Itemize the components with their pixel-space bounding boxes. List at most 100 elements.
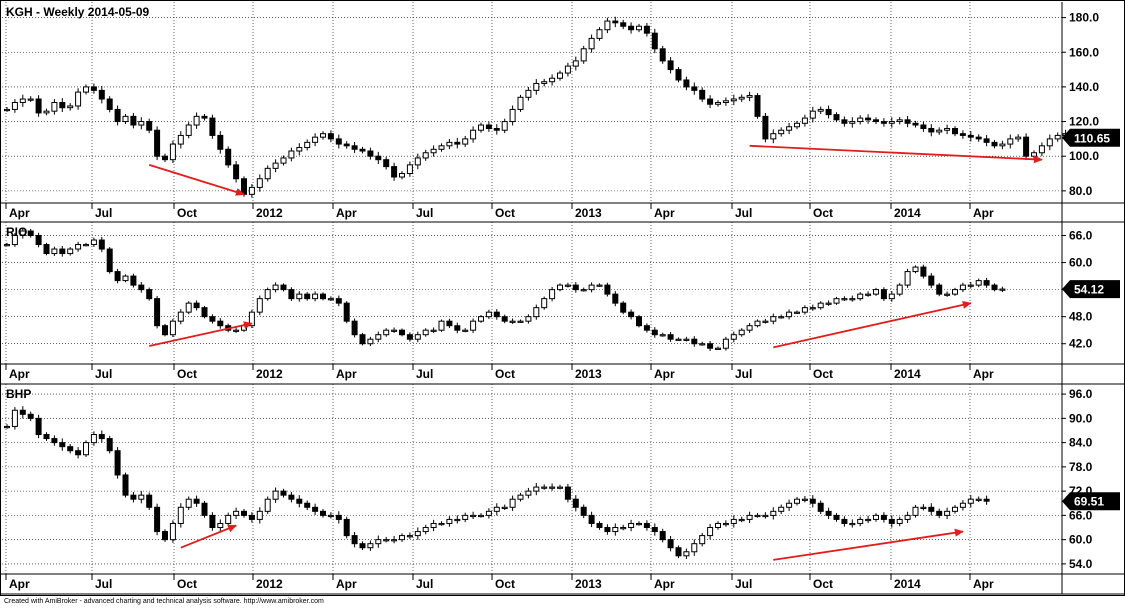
candle-body-down: [351, 535, 358, 545]
x-tick-label: Oct: [495, 206, 515, 220]
candle: [896, 516, 903, 527]
candle-body-down: [225, 148, 232, 166]
candle-body-up: [509, 498, 516, 508]
y-tick-label: 60.0: [1069, 256, 1093, 270]
y-tick-label: 100.0: [1069, 149, 1099, 163]
candle-body-down: [675, 547, 682, 557]
candle-body-down: [762, 115, 769, 140]
candle-body-up: [849, 298, 856, 301]
candle-body-down: [201, 307, 208, 318]
candle: [162, 529, 168, 542]
candle-body-up: [225, 514, 232, 524]
candle-body-up: [169, 522, 176, 541]
candle: [865, 515, 872, 524]
candle-body-down: [138, 284, 145, 291]
candle: [4, 242, 10, 247]
candle: [75, 241, 82, 252]
candle: [351, 531, 358, 548]
candle: [485, 121, 492, 132]
candle: [620, 19, 627, 30]
candle: [738, 94, 745, 102]
candle: [304, 500, 311, 511]
candle-body-down: [936, 284, 943, 295]
candle-body-up: [4, 244, 10, 247]
candle-body-up: [770, 510, 777, 516]
x-tick-label: 2014: [894, 577, 921, 591]
candle-body-up: [177, 134, 184, 145]
candle-body-up: [738, 96, 745, 100]
candle-body-up: [430, 148, 437, 154]
candle: [375, 151, 382, 165]
candle: [794, 310, 800, 314]
candle: [59, 245, 66, 257]
candle: [904, 115, 911, 128]
last-price-tag: [1062, 492, 1120, 511]
candle-body-down: [154, 129, 161, 157]
candle-body-up: [399, 173, 405, 178]
candle-body-down: [320, 510, 326, 516]
candle-body-down: [351, 145, 358, 150]
candle-body-up: [557, 284, 563, 291]
candle: [865, 291, 872, 297]
candle-body-up: [517, 494, 524, 500]
candle-body-up: [375, 334, 382, 340]
candle-body-down: [335, 138, 342, 145]
candle: [857, 115, 864, 125]
candle-body-down: [343, 518, 350, 537]
x-tick-label: Oct: [177, 367, 197, 381]
candle: [786, 309, 793, 320]
candle: [794, 496, 800, 506]
candle-body-up: [896, 284, 903, 295]
candle: [959, 282, 966, 293]
candle-body-up: [1054, 134, 1061, 140]
candle-body-down: [391, 166, 398, 178]
y-tick-label: 160.0: [1069, 45, 1099, 59]
candle: [636, 314, 642, 328]
candle: [596, 27, 603, 41]
candle-body-down: [643, 25, 650, 34]
candle: [217, 519, 224, 532]
candle-body-up: [430, 522, 437, 529]
candle: [675, 545, 682, 559]
candle: [98, 86, 105, 104]
candle-body-up: [1038, 145, 1045, 154]
candle: [209, 512, 216, 531]
candle: [454, 515, 461, 524]
candle-body-down: [501, 316, 508, 322]
candle: [754, 319, 761, 328]
candle-body-up: [470, 320, 477, 331]
candle-body-down: [880, 289, 887, 300]
candle: [304, 139, 311, 151]
candle-body-up: [233, 329, 240, 332]
candle: [454, 322, 461, 334]
candle: [177, 131, 184, 149]
candle: [470, 126, 477, 143]
candle: [1007, 134, 1014, 149]
candle-body-down: [983, 280, 990, 286]
candle-body-down: [288, 494, 295, 500]
candle-body-down: [1023, 136, 1030, 157]
candle: [912, 265, 919, 274]
candle-body-up: [90, 434, 97, 444]
candle-body-up: [596, 284, 603, 287]
candle: [833, 513, 840, 522]
candle: [256, 174, 263, 192]
candle-body-up: [722, 338, 729, 349]
candle: [193, 300, 200, 311]
candle: [770, 313, 777, 325]
candle-body-up: [730, 518, 737, 524]
y-tick-label: 80.0: [1069, 184, 1093, 198]
candle-body-up: [67, 105, 74, 109]
candle-body-up: [817, 302, 824, 309]
candle-body-up: [541, 298, 548, 309]
candle: [588, 511, 595, 528]
candle: [454, 138, 461, 149]
candle-body-up: [896, 518, 903, 524]
candle: [683, 76, 690, 91]
candle-body-down: [612, 293, 619, 304]
candle: [264, 165, 271, 182]
candle: [873, 287, 879, 296]
candle: [643, 520, 650, 531]
candle-body-up: [51, 102, 58, 112]
candle: [967, 282, 974, 289]
